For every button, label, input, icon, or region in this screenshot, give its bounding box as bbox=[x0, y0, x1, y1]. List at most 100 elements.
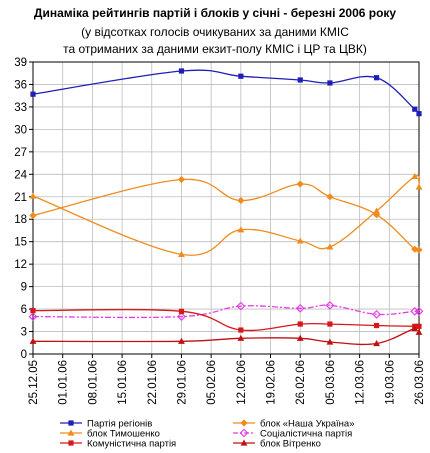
series-line-3 bbox=[32, 304, 421, 319]
legend: Партія регіонів блок «Наша Україна» блок Т… bbox=[60, 419, 355, 450]
data-point bbox=[415, 328, 423, 335]
x-tick-label: 22.01.06 bbox=[147, 360, 159, 405]
legend-marker bbox=[240, 419, 248, 427]
x-tick-label: 19.03.06 bbox=[384, 360, 396, 405]
data-point bbox=[29, 211, 37, 220]
data-point bbox=[178, 308, 185, 314]
legend-label: Комуністична партія bbox=[87, 439, 176, 450]
data-point bbox=[325, 300, 335, 310]
y-tick-label: 9 bbox=[21, 282, 27, 294]
data-point bbox=[296, 180, 304, 188]
x-axis-ticks: 25.12.05 01.01.06 08.01.06 15.01.06 22.01.06… bbox=[28, 354, 426, 405]
data-point bbox=[238, 73, 244, 79]
data-point bbox=[295, 303, 305, 313]
y-tick-label: 24 bbox=[14, 169, 27, 181]
series-line-2 bbox=[32, 175, 421, 256]
data-point bbox=[416, 111, 422, 117]
data-point bbox=[297, 77, 303, 83]
data-point bbox=[237, 334, 245, 341]
data-point bbox=[237, 196, 245, 205]
y-tick-label: 39 bbox=[14, 57, 27, 69]
data-point bbox=[297, 321, 303, 327]
data-point bbox=[296, 334, 304, 341]
series-line-1 bbox=[32, 178, 421, 253]
data-point bbox=[178, 68, 185, 74]
legend-marker bbox=[67, 429, 75, 436]
series-markers bbox=[28, 68, 424, 347]
data-point bbox=[29, 192, 37, 199]
data-point bbox=[178, 250, 185, 258]
x-tick-label: 08.01.06 bbox=[87, 360, 99, 405]
chart-subtitle-line-2: та отриманих за даними екзит-полу КМІС і… bbox=[63, 42, 367, 56]
data-point bbox=[411, 325, 419, 332]
data-point bbox=[411, 173, 419, 180]
series-line-5 bbox=[32, 327, 421, 346]
data-point bbox=[326, 338, 334, 345]
data-point bbox=[372, 309, 381, 319]
x-tick-label: 29.01.06 bbox=[176, 360, 188, 405]
x-tick-label: 15.01.06 bbox=[117, 360, 129, 405]
legend-label: Партія регіонів bbox=[87, 419, 152, 430]
data-point bbox=[29, 337, 37, 344]
x-tick-label: 25.12.05 bbox=[28, 360, 40, 405]
legend-marker bbox=[240, 439, 248, 446]
y-tick-label: 30 bbox=[14, 124, 27, 136]
y-tick-label: 12 bbox=[14, 259, 27, 271]
x-tick-label: 19.02.06 bbox=[266, 360, 278, 405]
data-point bbox=[30, 91, 36, 97]
x-tick-label: 01.01.06 bbox=[58, 360, 70, 405]
plot-area-frame bbox=[32, 61, 420, 355]
y-tick-label: 27 bbox=[14, 147, 27, 159]
x-tick-label: 12.02.06 bbox=[236, 360, 248, 405]
data-point bbox=[178, 337, 185, 344]
x-tick-label: 26.02.06 bbox=[295, 360, 307, 405]
y-tick-label: 0 bbox=[21, 349, 27, 361]
series-lines bbox=[32, 69, 421, 346]
legend-label: блок Тимошенко bbox=[87, 429, 160, 440]
data-point bbox=[373, 340, 380, 347]
x-tick-label: 12.03.06 bbox=[355, 360, 367, 405]
data-point bbox=[326, 243, 334, 250]
y-tick-label: 33 bbox=[14, 102, 27, 114]
data-point bbox=[373, 207, 380, 214]
y-tick-label: 36 bbox=[14, 79, 27, 91]
y-tick-label: 18 bbox=[14, 214, 27, 226]
data-point bbox=[414, 306, 424, 316]
data-point bbox=[416, 323, 422, 329]
data-point bbox=[28, 312, 38, 321]
series-line-4 bbox=[32, 308, 421, 332]
data-point bbox=[30, 307, 36, 314]
data-point bbox=[177, 312, 186, 321]
data-point bbox=[236, 301, 246, 311]
data-point bbox=[373, 75, 380, 81]
y-tick-label: 21 bbox=[14, 192, 27, 204]
data-point bbox=[177, 175, 186, 184]
x-tick-label: 26.03.06 bbox=[414, 360, 426, 405]
data-point bbox=[327, 321, 333, 327]
chart-title: Динаміка рейтингів партій і блоків у січ… bbox=[33, 6, 397, 20]
legend-label: блок «Наша Україна» bbox=[260, 419, 355, 430]
data-point bbox=[237, 226, 245, 233]
legend-marker bbox=[239, 428, 249, 438]
series-line-0 bbox=[32, 69, 421, 115]
data-point bbox=[296, 237, 304, 244]
data-point bbox=[326, 193, 334, 201]
legend-label: Соціалістична партія bbox=[260, 429, 352, 440]
data-point bbox=[415, 246, 423, 254]
legend-label: блок Вітренко bbox=[260, 439, 321, 450]
chart-subtitle-line-1: (у відсотках голосів очикуваних за даним… bbox=[81, 25, 349, 39]
y-tick-label: 3 bbox=[21, 327, 27, 339]
y-tick-label: 6 bbox=[21, 304, 27, 316]
data-point bbox=[327, 80, 333, 86]
x-tick-label: 05.02.06 bbox=[206, 360, 218, 405]
data-point bbox=[373, 322, 380, 329]
legend-marker bbox=[68, 420, 74, 426]
y-tick-label: 15 bbox=[14, 237, 27, 249]
data-point bbox=[412, 106, 418, 112]
data-point bbox=[238, 327, 244, 333]
x-tick-label: 05.03.06 bbox=[325, 360, 337, 405]
legend-marker bbox=[68, 440, 74, 446]
data-point bbox=[415, 183, 423, 190]
